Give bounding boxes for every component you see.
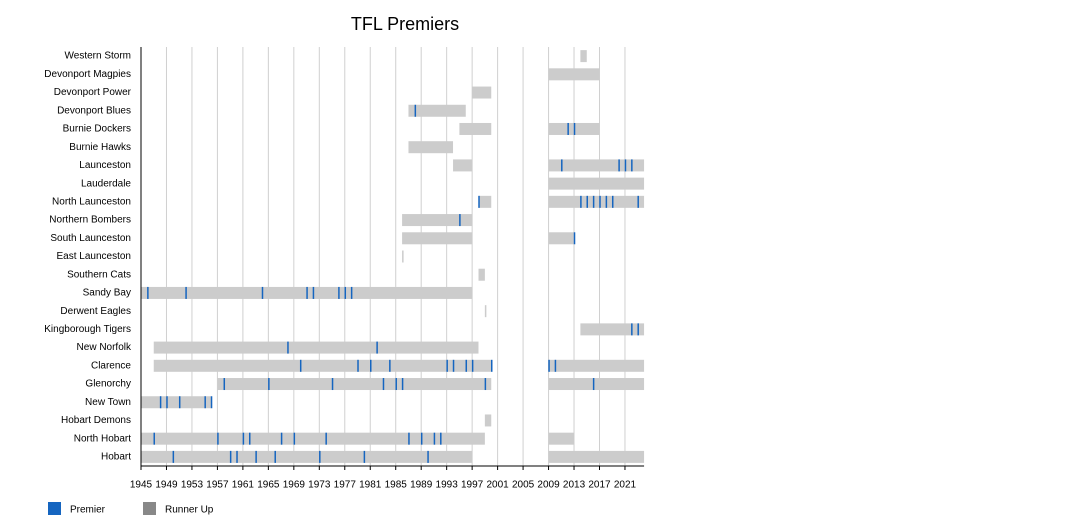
x-tick-label: 1965 bbox=[257, 480, 280, 491]
membership-span bbox=[548, 195, 645, 208]
x-tick-label: 1977 bbox=[334, 480, 357, 491]
membership-span bbox=[580, 323, 645, 336]
x-tick-label: 2009 bbox=[537, 480, 560, 491]
row-label: Devonport Blues bbox=[57, 105, 131, 116]
x-tick-label: 1989 bbox=[410, 480, 433, 491]
x-tick-label: 1953 bbox=[181, 480, 204, 491]
row-label: South Launceston bbox=[50, 233, 131, 244]
membership-span bbox=[141, 450, 473, 463]
x-tick-label: 1985 bbox=[385, 480, 408, 491]
membership-span bbox=[484, 305, 487, 318]
legend-swatch bbox=[143, 502, 156, 515]
row-label: Burnie Dockers bbox=[63, 124, 131, 135]
membership-span bbox=[153, 359, 492, 372]
membership-span bbox=[472, 86, 492, 99]
membership-span bbox=[548, 177, 645, 190]
x-tick-label: 1969 bbox=[283, 480, 306, 491]
row-label: New Town bbox=[85, 397, 131, 408]
x-tick-label: 1961 bbox=[232, 480, 255, 491]
membership-span bbox=[548, 68, 600, 81]
x-tick-label: 2013 bbox=[563, 480, 586, 491]
membership-span bbox=[580, 50, 587, 63]
membership-span bbox=[453, 159, 473, 172]
row-label: Glenorchy bbox=[85, 379, 131, 390]
membership-span bbox=[402, 250, 404, 263]
membership-span bbox=[141, 432, 485, 445]
membership-span bbox=[548, 159, 645, 172]
membership-span bbox=[478, 268, 485, 281]
x-tick-label: 1993 bbox=[436, 480, 459, 491]
row-label: Sandy Bay bbox=[83, 288, 131, 299]
row-label: East Launceston bbox=[57, 251, 132, 262]
membership-span bbox=[548, 432, 575, 445]
legend-label: Premier bbox=[70, 505, 106, 516]
membership-span bbox=[548, 232, 575, 245]
membership-span bbox=[484, 414, 492, 427]
row-label: Burnie Hawks bbox=[69, 142, 131, 153]
row-label: North Hobart bbox=[74, 433, 131, 444]
x-tick-label: 1997 bbox=[461, 480, 484, 491]
x-tick-label: 1981 bbox=[359, 480, 382, 491]
chart-title: TFL Premiers bbox=[351, 14, 459, 34]
membership-span bbox=[478, 195, 492, 208]
membership-span bbox=[217, 378, 492, 391]
membership-span bbox=[402, 232, 473, 245]
membership-span bbox=[153, 341, 479, 354]
row-label: Lauderdale bbox=[81, 178, 131, 189]
legend-swatch bbox=[48, 502, 61, 515]
membership-span bbox=[548, 378, 645, 391]
membership-span bbox=[408, 141, 454, 154]
row-label: Devonport Power bbox=[54, 87, 132, 98]
row-label: Hobart bbox=[101, 452, 131, 463]
row-label: North Launceston bbox=[52, 196, 131, 207]
row-label: Launceston bbox=[79, 160, 131, 171]
membership-span bbox=[459, 122, 492, 135]
x-tick-label: 1945 bbox=[130, 480, 153, 491]
row-label: Derwent Eagles bbox=[60, 306, 131, 317]
row-label: Clarence bbox=[91, 360, 131, 371]
row-label: Devonport Magpies bbox=[44, 69, 131, 80]
x-tick-label: 1949 bbox=[155, 480, 178, 491]
row-label: Western Storm bbox=[65, 51, 132, 62]
row-label: Northern Bombers bbox=[49, 215, 131, 226]
row-label: Kingborough Tigers bbox=[44, 324, 131, 335]
x-tick-label: 2021 bbox=[614, 480, 637, 491]
membership-span bbox=[402, 214, 473, 227]
membership-span bbox=[548, 450, 645, 463]
x-tick-label: 1957 bbox=[206, 480, 229, 491]
membership-span bbox=[141, 396, 212, 409]
x-tick-label: 2017 bbox=[588, 480, 611, 491]
membership-span bbox=[548, 359, 645, 372]
row-label: Southern Cats bbox=[67, 269, 131, 280]
x-tick-label: 2005 bbox=[512, 480, 535, 491]
x-tick-label: 2001 bbox=[486, 480, 509, 491]
x-tick-label: 1973 bbox=[308, 480, 331, 491]
row-label: New Norfolk bbox=[77, 342, 132, 353]
legend-label: Runner Up bbox=[165, 505, 214, 516]
row-label: Hobart Demons bbox=[61, 415, 131, 426]
membership-span bbox=[408, 104, 466, 117]
